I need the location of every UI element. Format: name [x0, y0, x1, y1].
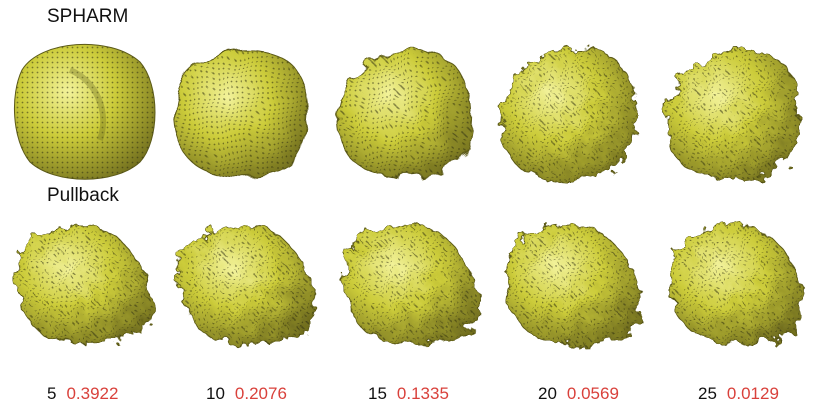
pullback-surface-5 — [15, 225, 153, 344]
level-label: 15 — [368, 384, 387, 403]
spharm-surface-5 — [14, 43, 156, 180]
error-value: 0.0129 — [726, 384, 779, 403]
spharm-surface-25 — [666, 49, 799, 181]
error-value: 0.1335 — [396, 384, 449, 403]
pullback-surface-15 — [343, 224, 479, 345]
level-label: 20 — [538, 384, 557, 403]
error-value: 0.2076 — [234, 384, 287, 403]
pullback-surface-25 — [669, 224, 803, 345]
caption-col-5: 25 0.0129 — [698, 384, 779, 404]
error-value: 0.0569 — [566, 384, 619, 403]
caption-col-3: 15 0.1335 — [368, 384, 449, 404]
caption-col-2: 10 0.2076 — [206, 384, 287, 404]
spharm-surface-15 — [338, 49, 471, 179]
level-label: 10 — [206, 384, 225, 403]
row-label-spharm: SPHARM — [47, 6, 129, 27]
caption-col-4: 20 0.0569 — [538, 384, 619, 404]
row-label-pullback: Pullback — [47, 185, 119, 206]
level-label: 25 — [698, 384, 717, 403]
error-value: 0.3922 — [66, 384, 119, 403]
level-label: 5 — [47, 384, 57, 403]
caption-col-1: 5 0.3922 — [47, 384, 118, 404]
spharm-surface-10 — [174, 50, 309, 178]
pullback-surface-10 — [179, 224, 315, 345]
spharm-surface-20 — [500, 48, 637, 181]
pullback-surface-20 — [505, 224, 641, 345]
